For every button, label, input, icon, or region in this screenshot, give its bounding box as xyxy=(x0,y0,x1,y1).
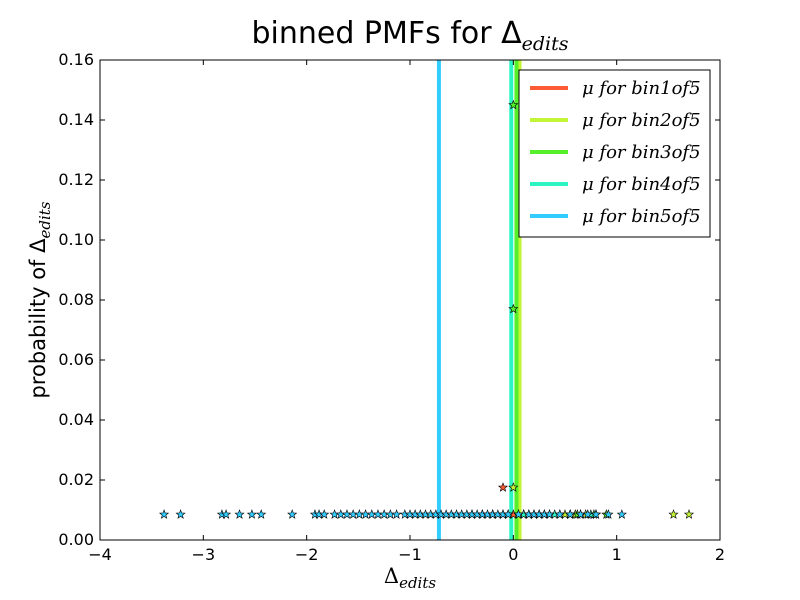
chart-title-main: binned PMFs for Δ xyxy=(251,16,522,51)
data-point-bin5 xyxy=(582,509,593,519)
x-tick-label: 2 xyxy=(715,545,725,564)
x-tick-label: −2 xyxy=(295,545,319,564)
y-tick-label: 0.14 xyxy=(58,110,94,129)
data-point-bin2 xyxy=(508,482,519,492)
data-point-bin3 xyxy=(508,303,519,314)
data-point-bin5 xyxy=(234,509,245,519)
legend-label-bin1: μ for bin1of5 xyxy=(582,78,701,99)
data-point-bin5 xyxy=(287,509,298,519)
x-tick-label: −4 xyxy=(88,545,112,564)
data-point-bin5 xyxy=(175,509,186,519)
x-axis-ticks: −4 −3 −2 −1 0 1 2 xyxy=(88,60,725,564)
legend-label-bin3: μ for bin3of5 xyxy=(582,142,701,163)
y-tick-label: 0.06 xyxy=(58,350,94,369)
x-tick-label: 1 xyxy=(612,545,622,564)
data-point-bin5 xyxy=(603,509,614,519)
y-tick-label: 0.10 xyxy=(58,230,94,249)
legend: μ for bin1of5 μ for bin2of5 μ for bin3of5 μ… xyxy=(518,69,711,238)
y-axis-label-main: probability of Δ xyxy=(26,238,50,399)
x-tick-label: −1 xyxy=(398,545,422,564)
y-axis-ticks: 0.00 0.02 0.04 0.06 0.08 0.10 0.12 0.14 0.16 xyxy=(58,50,720,549)
data-point-bin3 xyxy=(508,99,519,110)
y-tick-label: 0.12 xyxy=(58,170,94,189)
data-point-bin2 xyxy=(668,509,679,519)
x-axis-label: Δedits xyxy=(384,564,436,592)
y-tick-label: 0.04 xyxy=(58,410,94,429)
legend-label-bin2: μ for bin2of5 xyxy=(582,110,701,131)
legend-label-bin4: μ for bin4of5 xyxy=(582,174,701,195)
data-point-bin5 xyxy=(246,509,257,519)
data-point-bin5 xyxy=(256,509,267,519)
data-point-bin5 xyxy=(391,509,402,519)
y-tick-label: 0.00 xyxy=(58,530,94,549)
data-point-bin5 xyxy=(544,509,555,519)
x-tick-label: −3 xyxy=(192,545,216,564)
y-axis-label: probability of Δedits xyxy=(26,201,54,398)
data-point-bin5 xyxy=(220,509,232,519)
data-point-bin5 xyxy=(513,509,524,519)
data-point-bin5 xyxy=(590,509,602,519)
chart-title: binned PMFs for Δedits xyxy=(251,16,568,55)
data-point-bin5 xyxy=(158,509,170,519)
legend-label-bin5: μ for bin5of5 xyxy=(582,206,701,227)
data-point-bin2 xyxy=(683,509,695,519)
y-axis-label-subscript: edits xyxy=(36,201,54,238)
data-point-bin5 xyxy=(319,509,330,519)
x-axis-label-main: Δ xyxy=(384,564,399,588)
data-point-bin5 xyxy=(503,509,514,519)
y-tick-label: 0.16 xyxy=(58,50,94,69)
data-point-bin5 xyxy=(616,509,627,519)
data-point-bin1 xyxy=(497,482,509,492)
data-point-bin5 xyxy=(565,509,576,519)
y-tick-label: 0.08 xyxy=(58,290,94,309)
data-point-bin5 xyxy=(554,509,565,519)
x-axis-label-subscript: edits xyxy=(399,574,436,592)
chart-title-subscript: edits xyxy=(522,33,569,55)
y-tick-label: 0.02 xyxy=(58,470,94,489)
data-points xyxy=(158,99,695,519)
x-tick-label: 0 xyxy=(508,545,518,564)
